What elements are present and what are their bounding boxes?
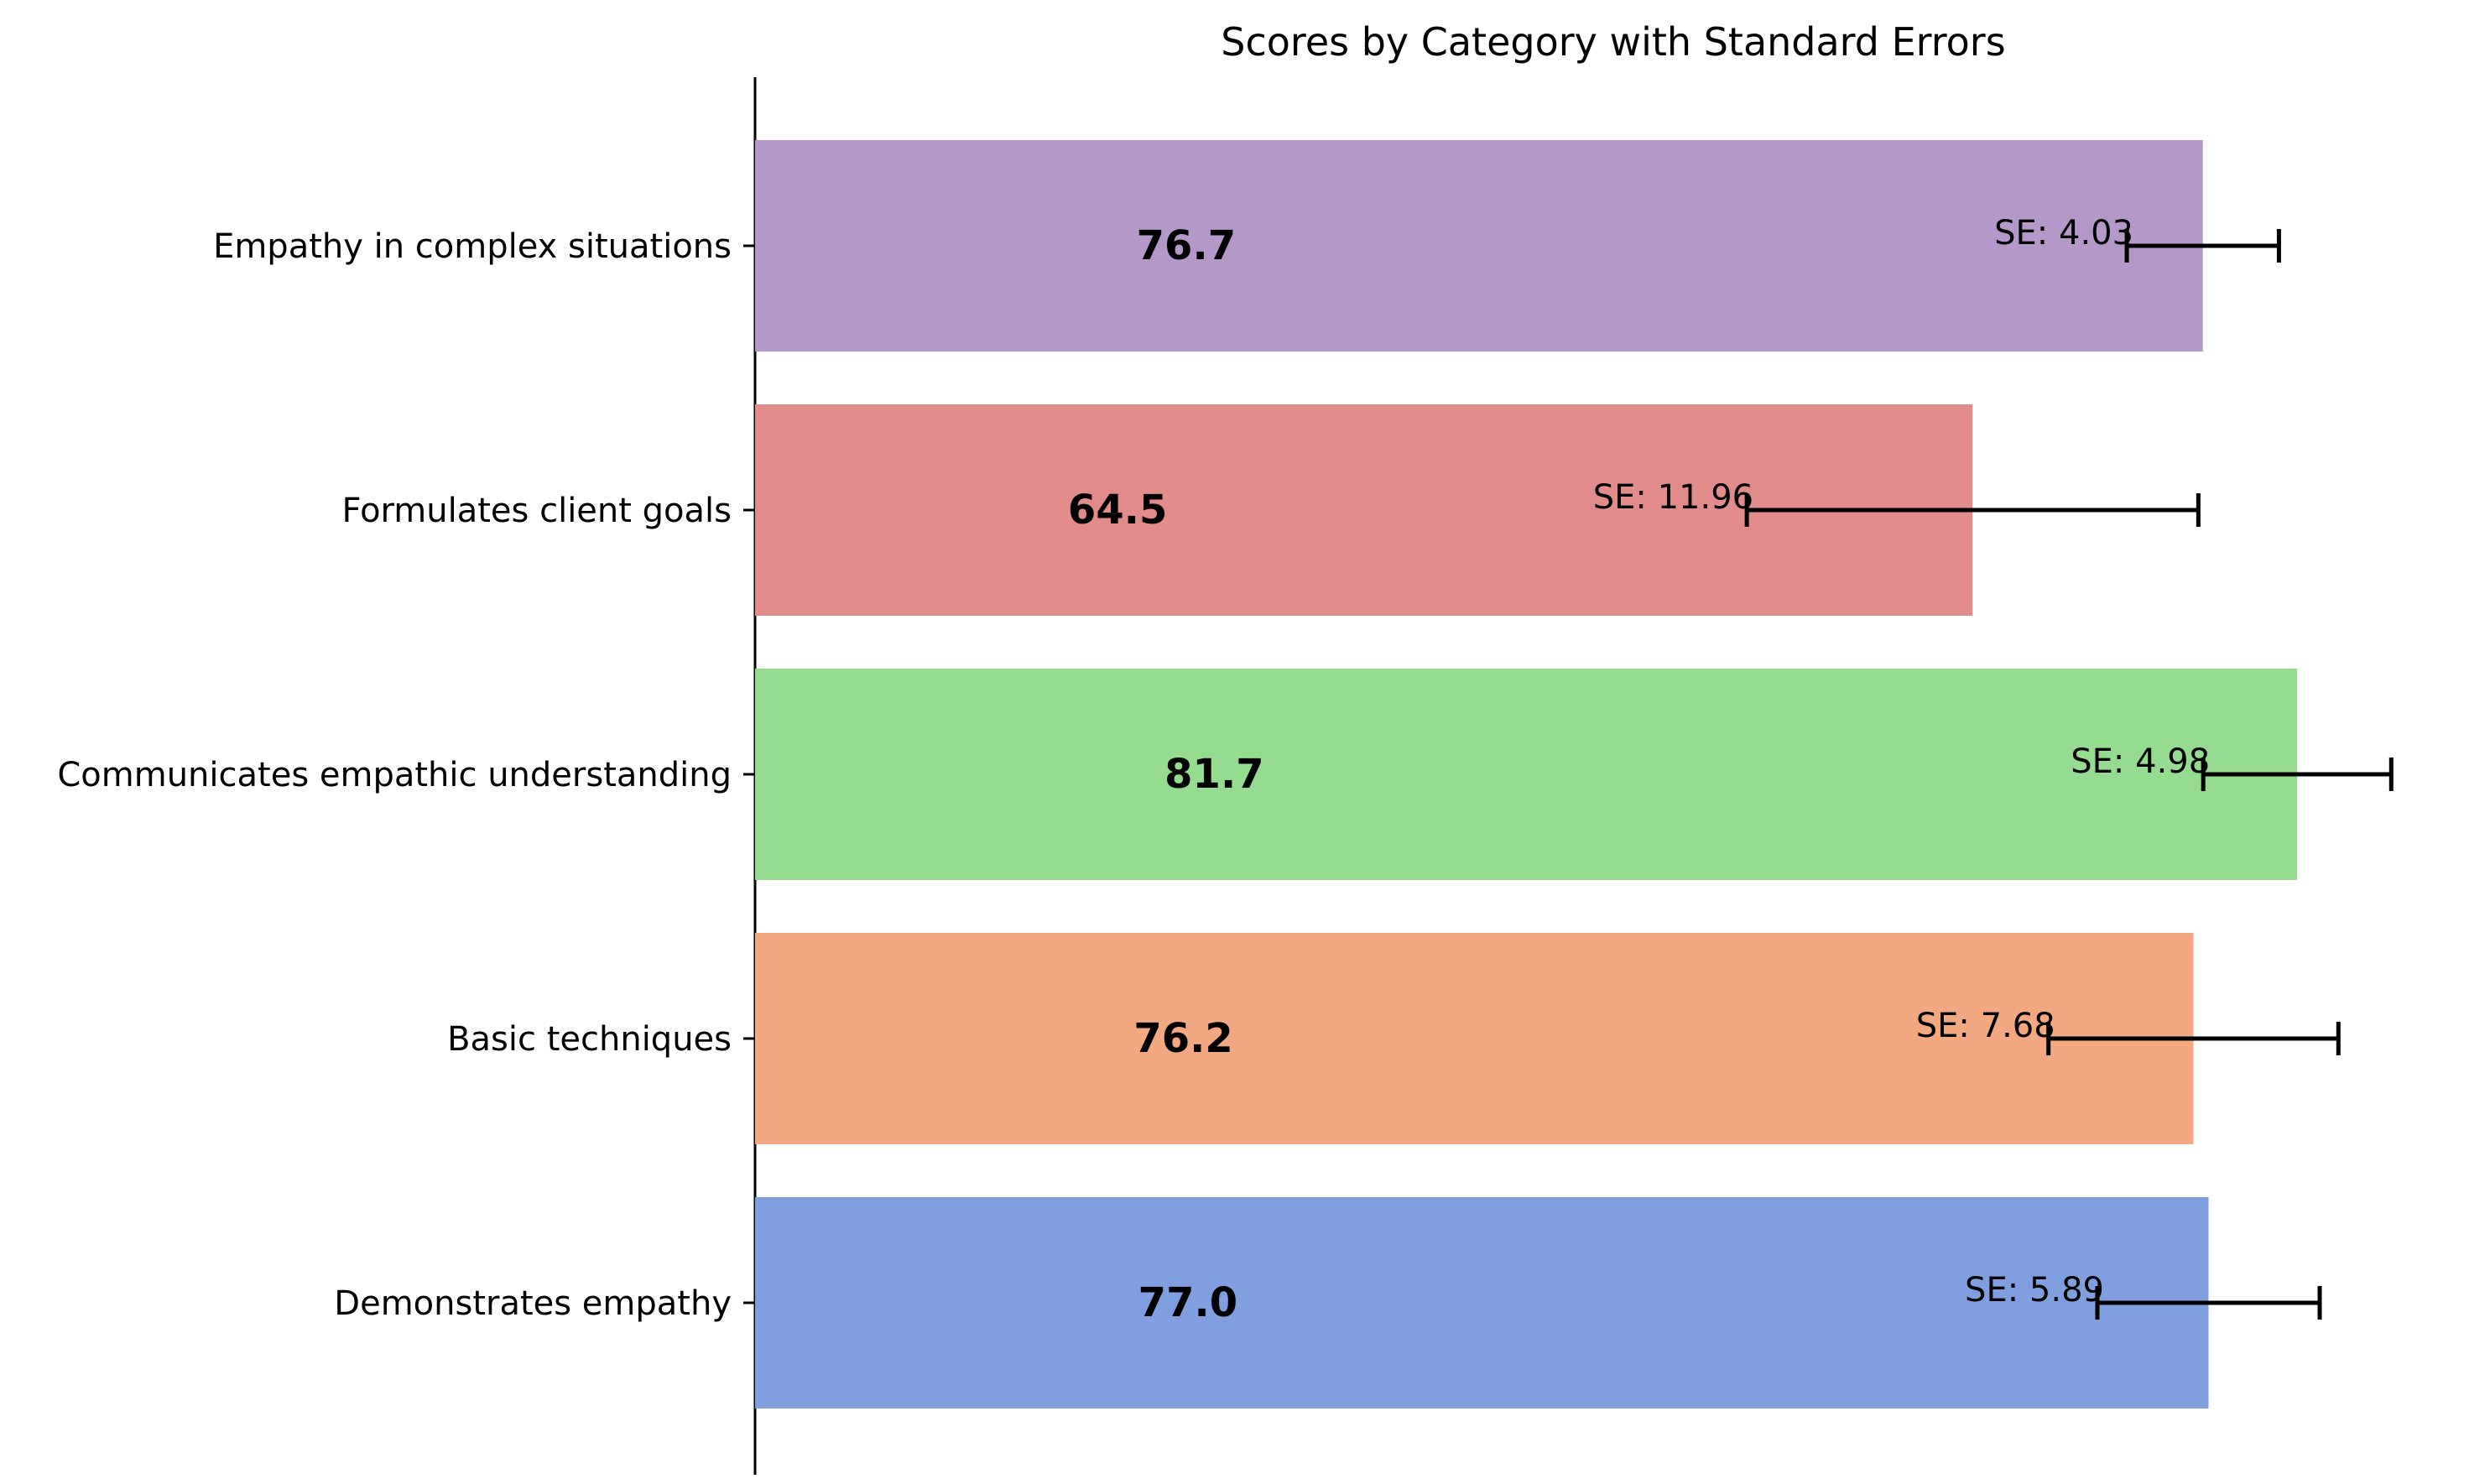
value-label-2: 76.2 [1133, 1015, 1232, 1062]
chart-marks: Demonstrates empathy 77.0 SE: 5.89 Basic te… [57, 77, 2394, 1475]
bar-3 [755, 669, 2298, 880]
category-label-5: Empathy in complex situations [213, 227, 732, 266]
value-label-3: 81.7 [1164, 751, 1263, 798]
value-label-5: 76.7 [1137, 222, 1236, 269]
se-label-1: SE: 5.89 [1965, 1271, 2104, 1310]
category-label-3: Communicates empathic understanding [57, 756, 732, 794]
se-label-5: SE: 4.03 [1994, 214, 2133, 253]
category-label-4: Formulates client goals [342, 492, 732, 530]
value-label-4: 64.5 [1068, 487, 1167, 534]
chart-title: Scores by Category with Standard Errors [1221, 19, 2005, 65]
bar-5 [755, 140, 2203, 351]
value-label-1: 77.0 [1138, 1279, 1237, 1326]
se-label-4: SE: 11.96 [1593, 478, 1753, 517]
bar-1 [755, 1197, 2209, 1408]
bar-2 [755, 933, 2194, 1144]
category-label-1: Demonstrates empathy [334, 1284, 732, 1323]
category-label-2: Basic techniques [447, 1020, 732, 1059]
se-label-3: SE: 4.98 [2071, 742, 2210, 781]
se-label-2: SE: 7.68 [1916, 1007, 2055, 1045]
